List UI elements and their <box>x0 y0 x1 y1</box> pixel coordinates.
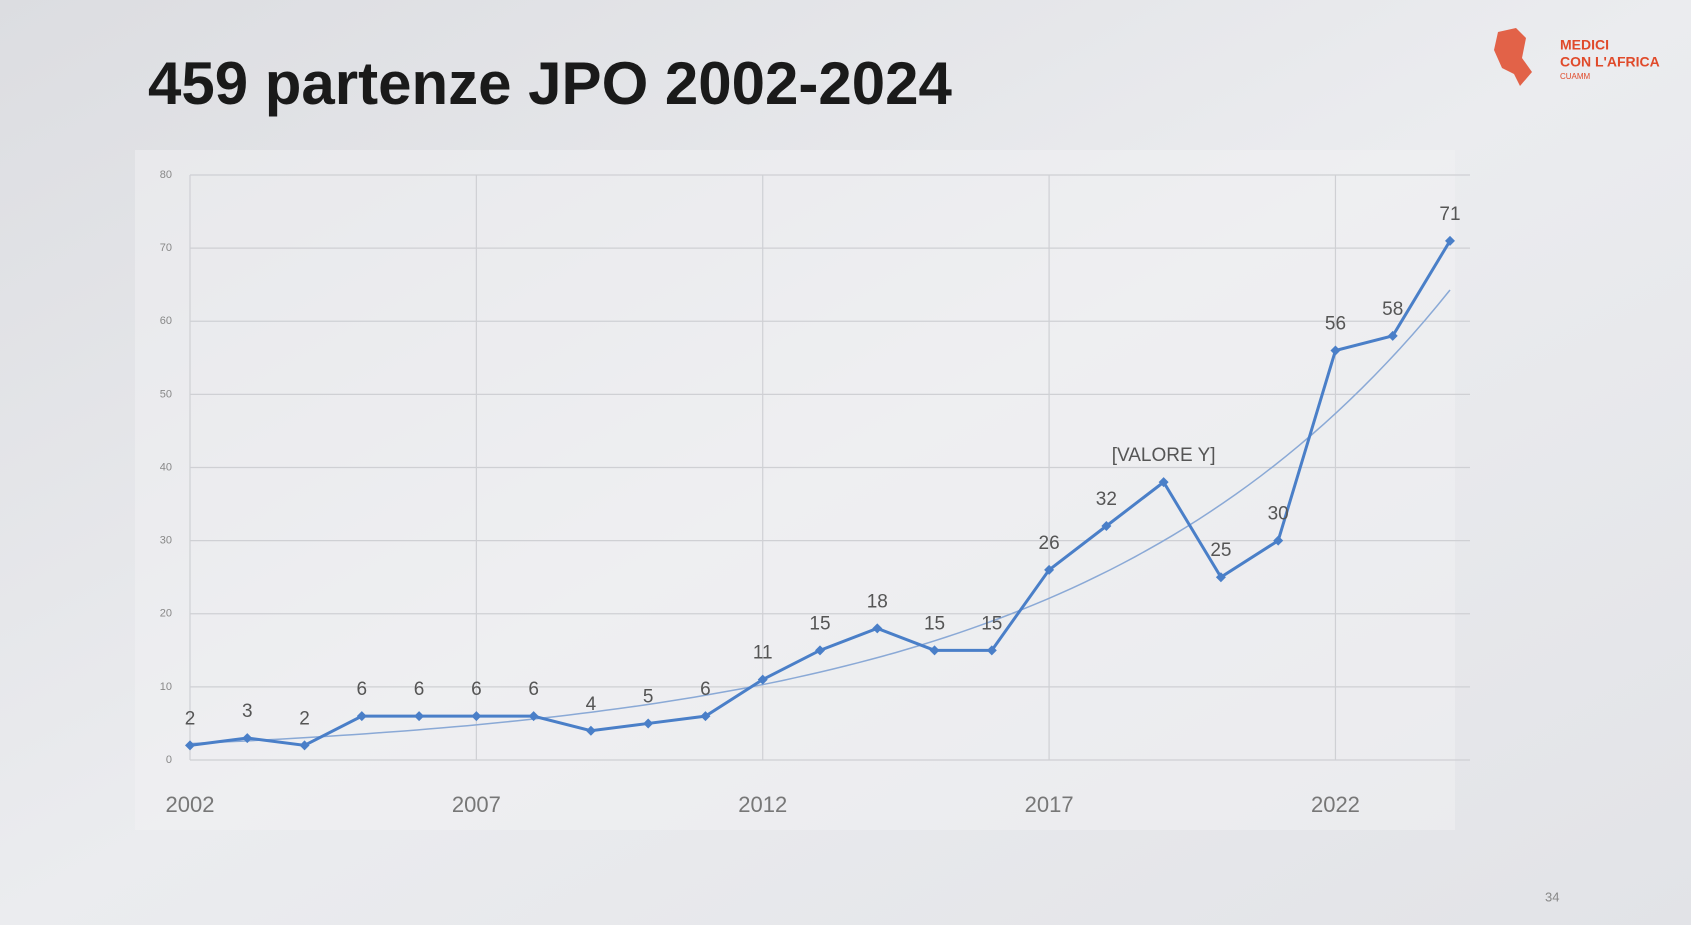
data-label: 58 <box>1382 299 1403 320</box>
data-point <box>1158 477 1169 488</box>
data-label: 32 <box>1096 489 1117 510</box>
data-label: 25 <box>1210 540 1231 561</box>
y-tick-label: 60 <box>160 315 172 327</box>
data-label: 4 <box>586 694 597 715</box>
data-point <box>643 718 654 729</box>
data-label: 15 <box>981 613 1002 634</box>
page-number: 34 <box>1545 889 1559 904</box>
data-label: 5 <box>643 686 654 707</box>
data-label: 18 <box>867 591 888 612</box>
y-tick-label: 70 <box>160 242 172 254</box>
data-point <box>528 711 539 722</box>
data-label: 30 <box>1268 504 1289 525</box>
data-label: 2 <box>185 708 196 729</box>
data-label: 6 <box>414 679 425 700</box>
x-tick-label: 2012 <box>738 792 787 817</box>
data-point <box>929 645 940 656</box>
data-point <box>1330 345 1341 356</box>
data-label: 3 <box>242 701 253 722</box>
data-point <box>700 711 711 722</box>
x-tick-label: 2002 <box>166 792 215 817</box>
data-label: [VALORE Y] <box>1112 445 1216 466</box>
x-tick-label: 2017 <box>1025 792 1074 817</box>
x-tick-label: 2022 <box>1311 792 1360 817</box>
logo-mark <box>1494 28 1532 86</box>
data-point <box>757 674 768 685</box>
logo: MEDICI CON L'AFRICA CUAMM <box>1494 28 1660 86</box>
data-point <box>1101 521 1112 531</box>
y-tick-label: 30 <box>160 535 172 547</box>
y-tick-label: 10 <box>160 681 172 693</box>
data-label: 6 <box>357 679 368 700</box>
data-point <box>585 725 596 736</box>
data-point <box>185 740 195 751</box>
data-point <box>356 711 367 722</box>
logo-text: CON L'AFRICA <box>1560 54 1660 70</box>
data-point <box>1273 535 1284 546</box>
plot-background <box>135 150 1455 830</box>
data-label: 71 <box>1439 204 1460 225</box>
data-point <box>1044 564 1055 575</box>
data-label: 2 <box>299 708 310 729</box>
data-point <box>1445 235 1455 246</box>
data-label: 56 <box>1325 314 1346 335</box>
data-point <box>471 711 482 722</box>
logo-text: MEDICI <box>1560 37 1609 53</box>
data-label: 15 <box>809 613 830 634</box>
data-point <box>242 733 253 744</box>
data-point <box>414 711 425 722</box>
x-tick-label: 2007 <box>452 792 501 817</box>
data-label: 26 <box>1039 533 1060 554</box>
data-point <box>815 645 825 656</box>
data-label: 6 <box>528 679 539 700</box>
data-point <box>1215 572 1226 583</box>
logo-text: CUAMM <box>1560 72 1591 81</box>
data-point <box>872 623 883 634</box>
y-tick-label: 80 <box>160 169 172 181</box>
slide-title: 459 partenze JPO 2002-2024 <box>148 50 952 117</box>
data-label: 11 <box>753 643 773 664</box>
trendline <box>189 289 1451 745</box>
data-label: 6 <box>471 679 482 700</box>
y-tick-label: 50 <box>160 388 172 400</box>
data-point <box>986 645 997 656</box>
y-tick-label: 20 <box>160 608 172 620</box>
data-label: 15 <box>924 613 945 634</box>
data-point <box>299 740 310 751</box>
data-label: 6 <box>700 679 711 700</box>
y-tick-label: 40 <box>160 461 172 473</box>
y-tick-label: 0 <box>166 754 172 766</box>
data-point <box>1387 330 1398 341</box>
